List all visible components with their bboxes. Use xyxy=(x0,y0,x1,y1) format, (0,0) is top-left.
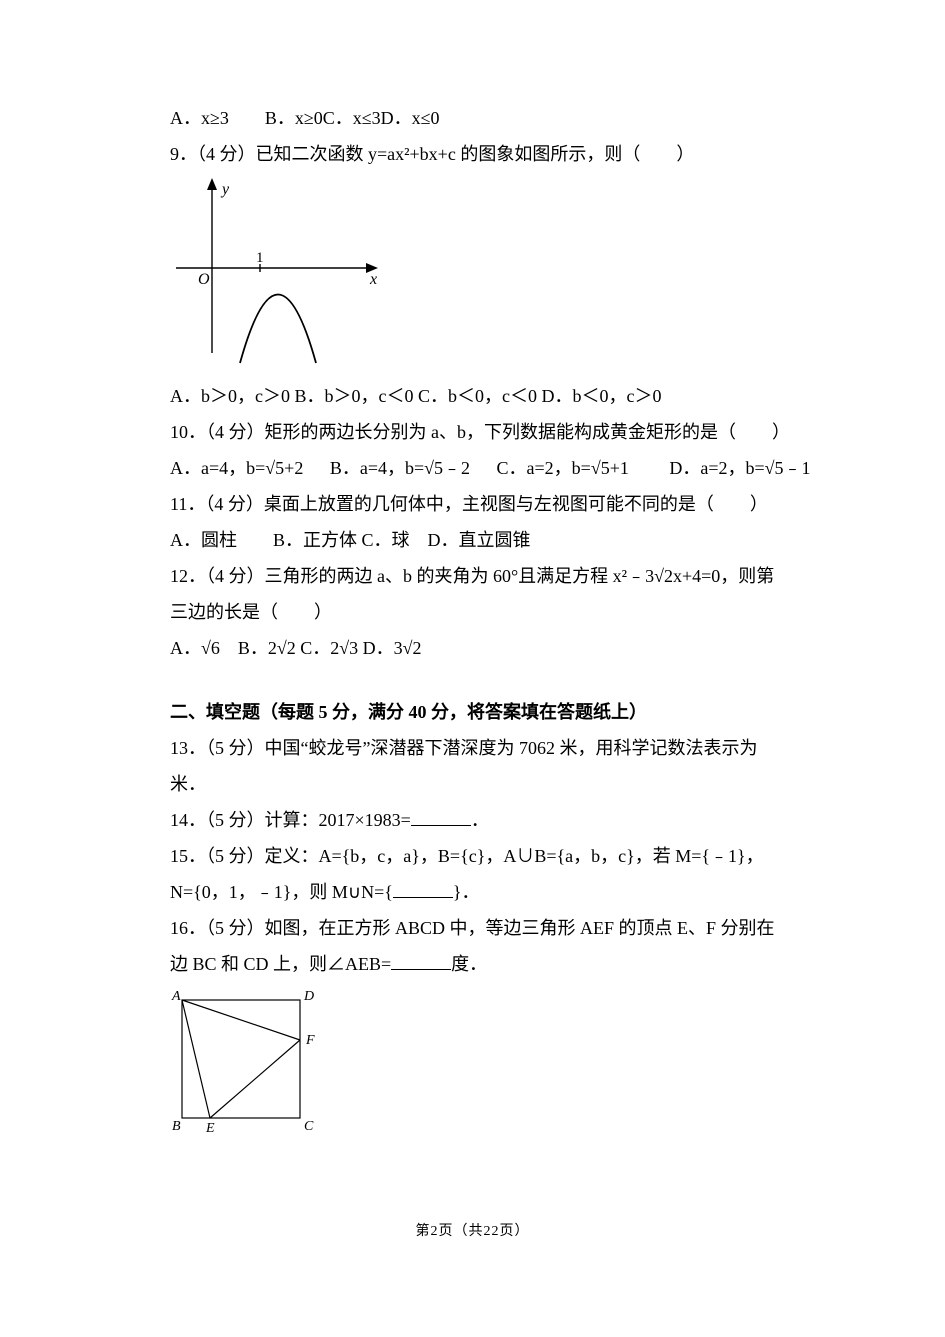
q13-text-b: 米． xyxy=(170,774,206,794)
q10-options: A．a=4，b=√5+2 B．a=4，b=√5﹣2 C．a=2，b=√5+1 D… xyxy=(170,450,775,486)
q10-opt-b: B．a=4，b=√5﹣2 xyxy=(330,458,470,478)
q11-options: A．圆柱 B．正方体 C．球 D．直立圆锥 xyxy=(170,522,775,558)
label-y: y xyxy=(220,181,230,198)
q12-stem: 12．（4 分）三角形的两边 a、b 的夹角为 60°且满足方程 x²﹣3√2x… xyxy=(170,558,775,630)
section-2-title: 二、填空题（每题 5 分，满分 40 分，将答案填在答题纸上） xyxy=(170,694,775,730)
q10-opt-c: C．a=2，b=√5+1 xyxy=(497,458,629,478)
label-D: D xyxy=(303,989,314,1004)
label-O: O xyxy=(198,271,210,288)
q15-stem: 15．（5 分）定义：A={b，c，a}，B={c}，A∪B={a，b，c}，若… xyxy=(170,838,775,910)
q9-options: A．b＞0，c＞0 B．b＞0，c＜0 C．b＜0，c＜0 D．b＜0，c＞0 xyxy=(170,378,775,414)
parabola-curve xyxy=(240,295,316,364)
q9-figure: y x O 1 xyxy=(170,178,380,368)
label-1: 1 xyxy=(256,250,264,266)
q9-stem: 9．（4 分）已知二次函数 y=ax²+bx+c 的图象如图所示，则（ ） xyxy=(170,136,775,172)
q10-opt-d: D．a=2，b=√5﹣1 xyxy=(669,458,810,478)
q15-end: }． xyxy=(453,882,480,902)
spacer xyxy=(170,666,775,694)
q16-figure: A D B C E F xyxy=(170,988,320,1138)
label-B: B xyxy=(172,1119,181,1134)
label-E: E xyxy=(205,1121,215,1136)
q8-options: A．x≥3 B．x≥0C．x≤3D．x≤0 xyxy=(170,100,775,136)
y-arrow xyxy=(207,178,217,190)
q16-stem: 16．（5 分）如图，在正方形 ABCD 中，等边三角形 AEF 的顶点 E、F… xyxy=(170,910,775,982)
AE xyxy=(182,1000,210,1118)
q13-stem-tail: 米． xyxy=(170,766,775,802)
page-footer: 第2页（共22页） xyxy=(170,1218,775,1246)
q16-blank xyxy=(391,951,451,970)
AF xyxy=(182,1000,300,1040)
q10-opt-a: A．a=4，b=√5+2 xyxy=(170,458,303,478)
q14-text-b: ． xyxy=(471,810,489,830)
label-x: x xyxy=(369,271,377,288)
q15-blank xyxy=(393,879,453,898)
label-C: C xyxy=(304,1119,314,1134)
q16-end: 度． xyxy=(451,954,487,974)
q13-text-a: 13．（5 分）中国“蛟龙号”深潜器下潜深度为 7062 米，用科学记数法表示为 xyxy=(170,738,757,758)
label-F: F xyxy=(305,1033,315,1048)
q12-options: A．√6 B．2√2 C．2√3 D．3√2 xyxy=(170,630,775,666)
square-ABDC xyxy=(182,1000,300,1118)
q10-stem: 10．（4 分）矩形的两边长分别为 a、b，下列数据能构成黄金矩形的是（ ） xyxy=(170,414,775,450)
label-A: A xyxy=(171,989,181,1004)
q14-stem: 14．（5 分）计算：2017×1983= ． xyxy=(170,802,775,838)
q13-stem: 13．（5 分）中国“蛟龙号”深潜器下潜深度为 7062 米，用科学记数法表示为 xyxy=(170,730,775,766)
q11-stem: 11．（4 分）桌面上放置的几何体中，主视图与左视图可能不同的是（ ） xyxy=(170,486,775,522)
q14-blank xyxy=(411,807,471,826)
q14-text-a: 14．（5 分）计算：2017×1983= xyxy=(170,810,411,830)
EF xyxy=(210,1040,300,1118)
